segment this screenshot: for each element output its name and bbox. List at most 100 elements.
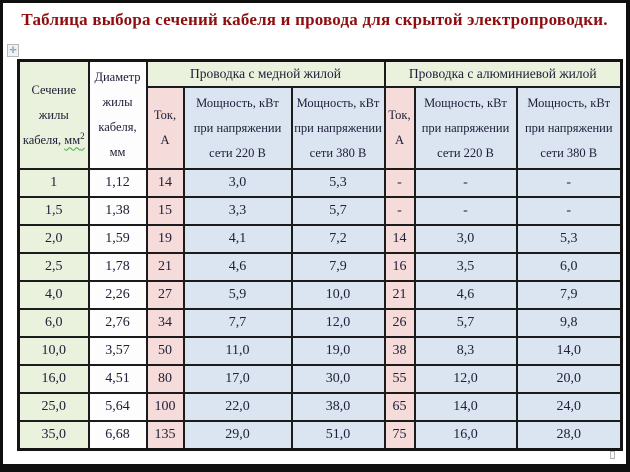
cell-diameter: 4,51 [87, 364, 148, 394]
cell-power380-aluminum: 7,9 [515, 280, 623, 310]
cell-power220-copper: 3,0 [182, 168, 293, 198]
table-row: 2,5 1,78 21 4,6 7,9 16 3,5 6,0 [17, 252, 623, 282]
cell-power380-aluminum: 20,0 [515, 364, 623, 394]
cell-power380-copper: 5,7 [290, 196, 386, 226]
cell-section: 35,0 [17, 420, 90, 451]
header-power380-aluminum: Мощность, кВт при напряжении сети 380 В [515, 86, 623, 170]
cell-diameter: 1,59 [87, 224, 148, 254]
cell-power380-aluminum: 14,0 [515, 336, 623, 366]
cell-power380-aluminum: - [515, 196, 623, 226]
cell-current-aluminum: 38 [383, 336, 416, 366]
cell-power220-aluminum: 3,0 [413, 224, 518, 254]
header-power380-copper: Мощность, кВт при напряжении сети 380 В [290, 86, 386, 170]
cell-diameter: 6,68 [87, 420, 148, 451]
cell-section: 10,0 [17, 336, 90, 366]
table-row: 10,0 3,57 50 11,0 19,0 38 8,3 14,0 [17, 336, 623, 366]
cell-power220-copper: 29,0 [182, 420, 293, 451]
cell-current-copper: 80 [145, 364, 185, 394]
cell-power220-aluminum: 4,6 [413, 280, 518, 310]
cell-power220-copper: 17,0 [182, 364, 293, 394]
cell-power380-aluminum: 9,8 [515, 308, 623, 338]
cell-power220-aluminum: 8,3 [413, 336, 518, 366]
page-title: Таблица выбора сечений кабеля и провода … [21, 10, 608, 29]
table-row: 1,5 1,38 15 3,3 5,7- - - [17, 196, 623, 226]
cell-power380-copper: 5,3 [290, 168, 386, 198]
table-row: 16,0 4,51 80 17,0 30,0 55 12,0 20,0 [17, 364, 623, 394]
cell-current-aluminum: - [383, 196, 416, 226]
cell-diameter: 1,78 [87, 252, 148, 282]
table-row: 2,0 1,59 19 4,1 7,2 14 3,0 5,3 [17, 224, 623, 254]
cell-power380-copper: 7,9 [290, 252, 386, 282]
cell-power380-aluminum: - [515, 168, 623, 198]
header-diameter: Диаметр жилы кабеля, мм [87, 59, 148, 170]
cell-current-aluminum: 26 [383, 308, 416, 338]
table-move-handle[interactable]: ✛ [7, 44, 19, 57]
cell-section: 6,0 [17, 308, 90, 338]
cell-power220-aluminum: - [413, 196, 518, 226]
cell-current-aluminum: 21 [383, 280, 416, 310]
table-header-group-row: Сечение жилы кабеля, мм2 Диаметр жилы ка… [17, 59, 623, 170]
move-cross-icon: ✛ [9, 45, 17, 55]
cell-current-aluminum: 16 [383, 252, 416, 282]
cell-diameter: 2,76 [87, 308, 148, 338]
cable-selection-table: Сечение жилы кабеля, мм2 Диаметр жилы ка… [17, 59, 624, 451]
cell-current-copper: 19 [145, 224, 185, 254]
cell-power380-copper: 7,2 [290, 224, 386, 254]
cell-current-copper: 15 [145, 196, 185, 226]
header-current-copper: Ток, А [145, 86, 185, 170]
cell-current-copper: 135 [145, 420, 185, 451]
table-row: 25,0 5,64 100 22,0 38,0 65 14,0 24,0 [17, 392, 623, 422]
table-body: 1 1,12 14 3,0 5,3- - -1,5 1,38 15 3,3 5,7- - -2,0 1,5… [17, 168, 623, 451]
header-section-text: Сечение жилы кабеля, [22, 82, 76, 147]
cell-power220-copper: 3,3 [182, 196, 293, 226]
table-row: 1 1,12 14 3,0 5,3- - - [17, 168, 623, 198]
cell-current-copper: 34 [145, 308, 185, 338]
cell-power220-aluminum: - [413, 168, 518, 198]
cell-power220-aluminum: 5,7 [413, 308, 518, 338]
cell-power380-aluminum: 28,0 [515, 420, 623, 451]
cell-current-aluminum: 14 [383, 224, 416, 254]
cell-current-copper: 14 [145, 168, 185, 198]
cell-current-copper: 50 [145, 336, 185, 366]
table-header-sub-row: Ток, А Мощность, кВт при напряжении сети… [19, 86, 623, 170]
cell-diameter: 1,38 [87, 196, 148, 226]
cell-power380-aluminum: 5,3 [515, 224, 623, 254]
cell-current-aluminum: - [383, 168, 416, 198]
cell-current-copper: 100 [145, 392, 185, 422]
cell-current-aluminum: 65 [383, 392, 416, 422]
cell-power220-aluminum: 12,0 [413, 364, 518, 394]
cell-current-copper: 27 [145, 280, 185, 310]
cell-power220-copper: 5,9 [182, 280, 293, 310]
table-resize-handle-icon[interactable] [610, 451, 615, 459]
cell-power380-copper: 10,0 [290, 280, 386, 310]
header-section: Сечение жилы кабеля, мм2 [17, 59, 90, 170]
cell-power220-aluminum: 16,0 [413, 420, 518, 451]
header-aluminum-group: Проводка с алюминиевой жилой [383, 59, 623, 88]
cell-section: 2,0 [17, 224, 90, 254]
cell-section: 4,0 [17, 280, 90, 310]
cell-power380-copper: 51,0 [290, 420, 386, 451]
header-current-aluminum: Ток, А [383, 86, 416, 170]
cell-diameter: 2,26 [87, 280, 148, 310]
header-power220-aluminum: Мощность, кВт при напряжении сети 220 В [413, 86, 518, 170]
cell-section: 16,0 [17, 364, 90, 394]
cell-power220-copper: 4,1 [182, 224, 293, 254]
cell-section: 1,5 [17, 196, 90, 226]
cell-section: 1 [17, 168, 90, 198]
header-copper-group: Проводка с медной жилой [145, 59, 386, 88]
cell-power380-aluminum: 24,0 [515, 392, 623, 422]
cell-diameter: 3,57 [87, 336, 148, 366]
cell-power380-aluminum: 6,0 [515, 252, 623, 282]
table-row: 6,0 2,76 34 7,7 12,0 26 5,7 9,8 [17, 308, 623, 338]
cell-power220-aluminum: 3,5 [413, 252, 518, 282]
cell-power380-copper: 30,0 [290, 364, 386, 394]
cell-power220-copper: 7,7 [182, 308, 293, 338]
cell-current-copper: 21 [145, 252, 185, 282]
cell-diameter: 5,64 [87, 392, 148, 422]
header-power220-copper: Мощность, кВт при напряжении сети 220 В [182, 86, 293, 170]
cell-diameter: 1,12 [87, 168, 148, 198]
cell-power220-aluminum: 14,0 [413, 392, 518, 422]
cell-power380-copper: 19,0 [290, 336, 386, 366]
header-section-unit: мм2 [64, 130, 85, 147]
